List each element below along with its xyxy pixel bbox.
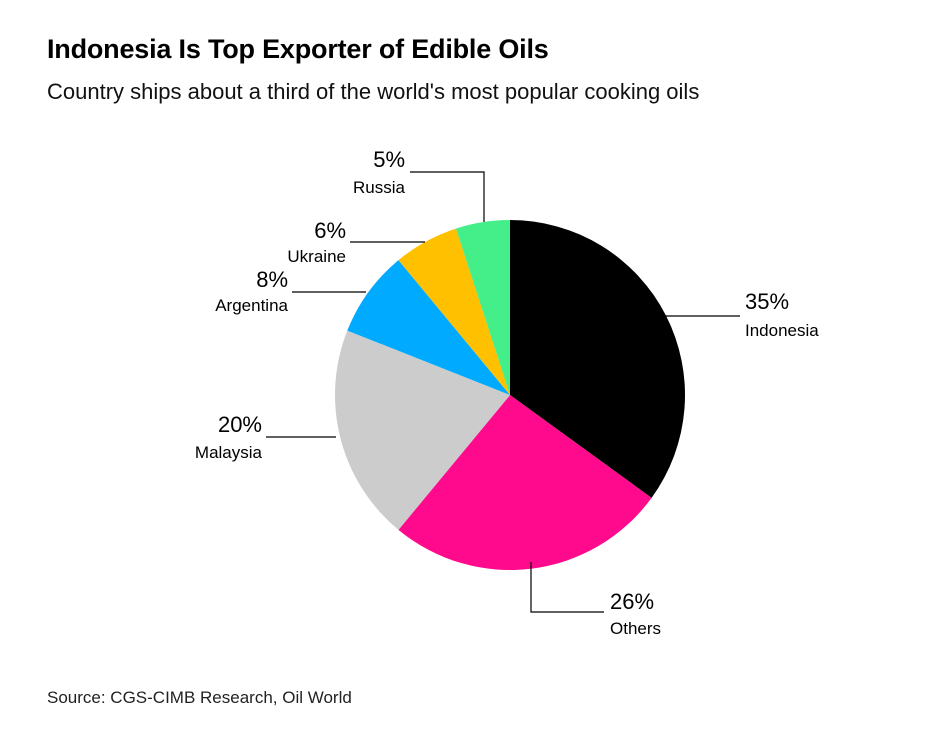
slice-label-indonesia: Indonesia	[745, 321, 819, 340]
slice-label-ukraine: Ukraine	[287, 247, 346, 266]
slice-value-ukraine: 6%	[314, 218, 346, 243]
slice-label-others: Others	[610, 619, 661, 638]
slice-label-argentina: Argentina	[215, 296, 288, 315]
leader-line-others	[530, 562, 604, 613]
slice-malaysia	[335, 330, 510, 530]
chart-title: Indonesia Is Top Exporter of Edible Oils	[47, 34, 549, 64]
slice-others	[398, 395, 652, 571]
slice-labels: 35% Indonesia 26% Others 20% Malaysia 8% Argent…	[195, 147, 819, 638]
slice-value-others: 26%	[610, 589, 654, 614]
slice-value-argentina: 8%	[256, 267, 288, 292]
pie-slices	[335, 220, 686, 571]
slice-indonesia	[510, 220, 686, 498]
chart-subtitle: Country ships about a third of the world…	[47, 79, 700, 104]
slice-label-malaysia: Malaysia	[195, 443, 263, 462]
slice-argentina	[347, 260, 510, 395]
slice-value-malaysia: 20%	[218, 412, 262, 437]
slice-value-russia: 5%	[373, 147, 405, 172]
source-note: Source: CGS-CIMB Research, Oil World	[47, 688, 352, 707]
leader-line-russia	[410, 171, 485, 222]
label-leader-lines	[266, 171, 740, 613]
slice-ukraine	[398, 228, 510, 395]
slice-label-russia: Russia	[353, 178, 406, 197]
slice-russia	[455, 220, 510, 395]
slice-value-indonesia: 35%	[745, 289, 789, 314]
